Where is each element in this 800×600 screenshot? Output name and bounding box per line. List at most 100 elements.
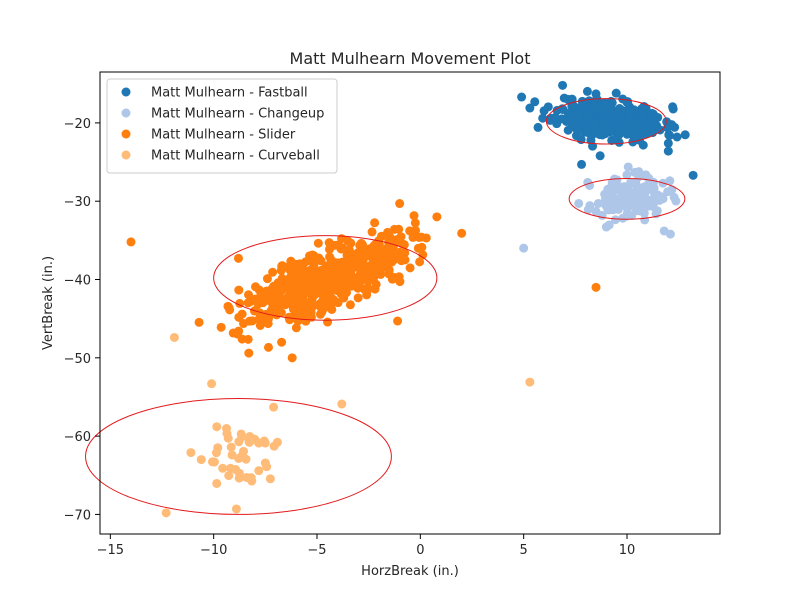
- data-point: [672, 132, 682, 142]
- data-point: [533, 122, 543, 132]
- data-point: [663, 146, 673, 156]
- data-point: [231, 465, 241, 475]
- data-point: [376, 269, 386, 279]
- scatter-points: [126, 80, 698, 518]
- data-point: [611, 114, 621, 124]
- data-point: [582, 86, 592, 96]
- data-point: [410, 218, 420, 228]
- data-point: [409, 211, 419, 221]
- data-point: [209, 457, 219, 467]
- data-point: [296, 259, 306, 269]
- legend-marker: [121, 108, 131, 118]
- legend-label: Matt Mulhearn - Changeup: [151, 107, 324, 122]
- data-point: [337, 399, 347, 409]
- data-point: [269, 441, 279, 451]
- data-point: [244, 348, 254, 358]
- data-point: [287, 353, 297, 363]
- data-point: [414, 232, 424, 242]
- data-point: [626, 107, 636, 117]
- data-point: [293, 316, 303, 326]
- ellipse: [85, 398, 392, 515]
- data-point: [418, 250, 428, 260]
- legend-label: Matt Mulhearn - Curveball: [151, 149, 320, 164]
- data-point: [262, 274, 272, 284]
- data-point: [304, 307, 314, 317]
- data-point: [265, 474, 275, 484]
- data-point: [169, 332, 179, 342]
- data-point: [577, 159, 587, 169]
- data-point: [638, 190, 648, 200]
- x-tick-label: 0: [416, 543, 424, 558]
- data-point: [663, 138, 673, 148]
- data-point: [632, 183, 642, 193]
- data-point: [389, 273, 399, 283]
- data-point: [367, 227, 377, 237]
- data-point: [231, 504, 241, 514]
- x-axis-label: HorzBreak (in.): [361, 564, 459, 579]
- data-point: [630, 131, 640, 141]
- data-point: [371, 239, 381, 249]
- data-point: [291, 323, 301, 333]
- data-point: [650, 197, 660, 207]
- data-point: [234, 473, 244, 483]
- data-point: [371, 279, 381, 289]
- data-point: [367, 271, 377, 281]
- data-point: [323, 317, 333, 327]
- data-point: [519, 243, 529, 253]
- data-point: [558, 80, 568, 90]
- data-point: [353, 293, 363, 303]
- data-point: [655, 125, 665, 135]
- data-point: [126, 237, 136, 247]
- data-point: [370, 218, 380, 228]
- data-point: [288, 304, 298, 314]
- data-point: [223, 301, 233, 311]
- data-point: [234, 326, 244, 336]
- data-point: [622, 170, 632, 180]
- data-point: [602, 189, 612, 199]
- data-point: [680, 130, 690, 140]
- data-point: [263, 342, 273, 352]
- y-tick-label: −60: [64, 430, 91, 445]
- data-point: [530, 97, 540, 107]
- data-point: [633, 198, 643, 208]
- data-point: [306, 299, 316, 309]
- data-point: [355, 240, 365, 250]
- data-point: [239, 446, 249, 456]
- data-point: [616, 105, 626, 115]
- series-0: [517, 80, 698, 180]
- data-point: [543, 102, 553, 112]
- data-point: [227, 450, 237, 460]
- data-point: [638, 140, 648, 150]
- data-point: [612, 203, 622, 213]
- data-point: [611, 180, 621, 190]
- data-point: [277, 337, 287, 347]
- data-point: [585, 201, 595, 211]
- data-point: [640, 215, 650, 225]
- data-point: [607, 98, 617, 108]
- y-tick-label: −40: [64, 274, 91, 289]
- data-point: [627, 188, 637, 198]
- data-point: [591, 206, 601, 216]
- data-point: [259, 293, 269, 303]
- ellipse: [568, 177, 686, 220]
- data-point: [224, 471, 234, 481]
- data-point: [247, 476, 257, 486]
- data-point: [623, 162, 633, 172]
- data-point: [591, 104, 601, 114]
- data-point: [639, 182, 649, 192]
- data-point: [268, 267, 278, 277]
- legend-box: [106, 78, 338, 174]
- data-point: [357, 272, 367, 282]
- data-point: [378, 262, 388, 272]
- data-point: [196, 455, 206, 465]
- x-tick-label: −15: [97, 543, 124, 558]
- data-point: [595, 151, 605, 161]
- data-point: [393, 316, 403, 326]
- data-point: [359, 284, 369, 294]
- data-point: [389, 254, 399, 264]
- data-point: [457, 228, 467, 238]
- data-point: [550, 112, 560, 122]
- y-tick-label: −20: [64, 117, 91, 132]
- data-point: [222, 424, 232, 434]
- data-point: [640, 121, 650, 131]
